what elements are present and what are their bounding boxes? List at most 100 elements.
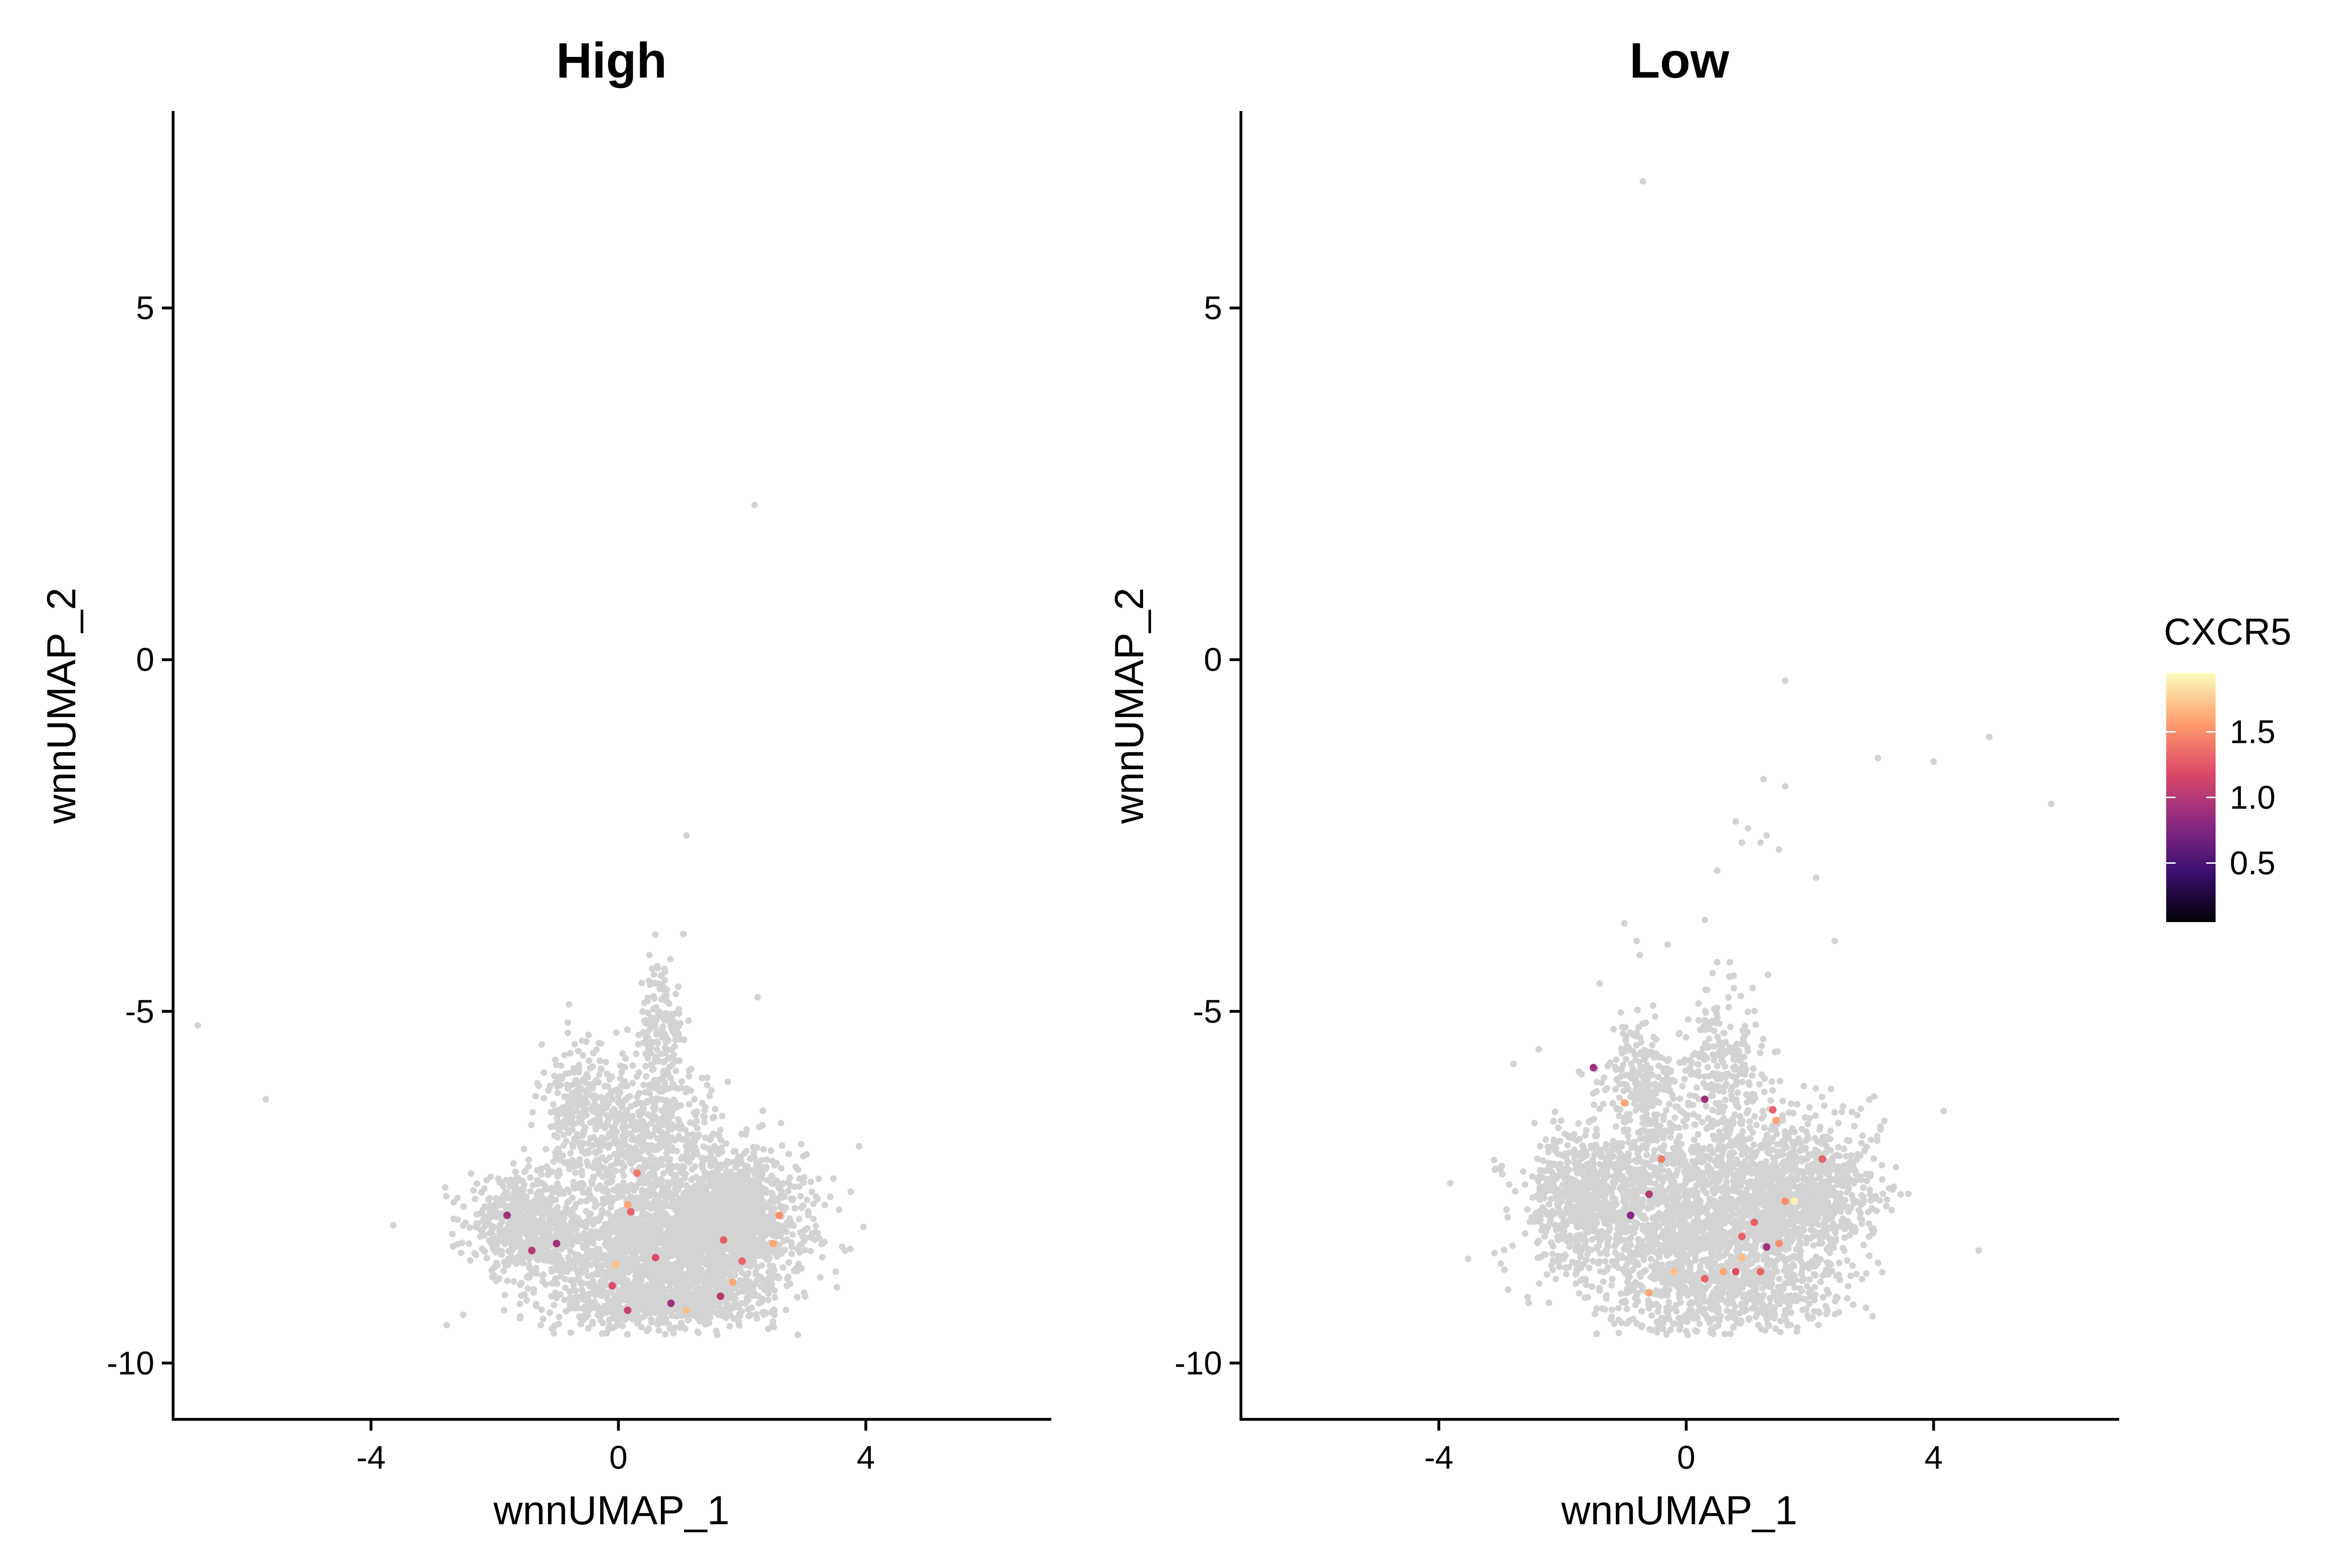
cell-point (771, 1162, 778, 1169)
y-tick-label: -10 (107, 1345, 154, 1381)
cell-point (700, 1176, 707, 1183)
cell-point (699, 1305, 707, 1312)
cell-point (754, 1264, 761, 1271)
cell-point (662, 1331, 669, 1337)
cell-point (648, 1316, 655, 1323)
cell-point (646, 1090, 653, 1097)
cell-point (699, 1157, 707, 1164)
cell-point (465, 1240, 472, 1247)
cell-point (676, 1290, 683, 1297)
cell-point (743, 1192, 750, 1199)
cell-point (552, 1289, 559, 1297)
cell-point (590, 1117, 597, 1124)
cell-point (564, 1226, 572, 1233)
cell-point (524, 1274, 531, 1281)
cell-point (659, 1214, 666, 1221)
cell-point (708, 1183, 715, 1189)
cell-point (579, 1180, 586, 1187)
cell-point (587, 1232, 594, 1239)
cell-point (516, 1300, 524, 1307)
expressing-cell-point (775, 1211, 783, 1219)
cell-point (546, 1309, 553, 1316)
cell-point (442, 1184, 449, 1191)
cell-point (656, 1232, 663, 1239)
cell-point (611, 1087, 618, 1094)
cell-point (691, 1235, 699, 1242)
cell-point (591, 1100, 598, 1107)
cell-point (589, 1321, 596, 1328)
cell-point (778, 1181, 785, 1188)
cell-point (575, 1215, 582, 1222)
expressing-cell-point (503, 1211, 511, 1219)
cell-point (835, 1206, 842, 1213)
cell-point (563, 1138, 570, 1145)
cell-point (722, 1174, 728, 1181)
cell-point (704, 1082, 711, 1089)
cell-point (626, 1297, 633, 1304)
cell-point (693, 1299, 700, 1306)
cell-point (791, 1205, 798, 1212)
cell-point (651, 1171, 658, 1178)
cell-point (704, 1074, 711, 1081)
cell-point (649, 1066, 656, 1073)
cell-point (594, 1302, 601, 1309)
cell-point (498, 1219, 505, 1226)
cell-point (601, 1275, 608, 1282)
cell-point (1589, 1283, 1596, 1290)
cell-point (640, 1250, 647, 1257)
cell-point (715, 1280, 723, 1287)
cell-point (821, 1202, 828, 1209)
cell-point (651, 1199, 658, 1206)
cell-point (794, 1267, 801, 1274)
cell-point (664, 1098, 671, 1105)
cell-point (649, 1305, 656, 1312)
cell-point (860, 1223, 867, 1230)
cell-point (511, 1218, 518, 1225)
expressing-cell-point (553, 1240, 561, 1248)
cell-point (641, 1236, 648, 1243)
expressing-cell-point (720, 1236, 728, 1244)
cell-point (696, 1318, 703, 1325)
cell-point (592, 1150, 599, 1156)
cell-point (771, 1266, 778, 1274)
cell-point (706, 1319, 713, 1326)
cell-point (546, 1211, 553, 1218)
cell-point (731, 1239, 738, 1246)
cell-point (614, 1226, 621, 1233)
cell-point (443, 1193, 450, 1200)
cell-point (732, 1295, 739, 1302)
cell-point (689, 1166, 696, 1173)
cell-point (713, 1167, 720, 1174)
cell-point (709, 1268, 716, 1275)
cell-point (671, 1019, 678, 1026)
cell-point (652, 980, 659, 987)
cell-point (529, 1109, 536, 1116)
cell-point (575, 1252, 582, 1258)
cell-point (729, 1173, 736, 1180)
cell-point (652, 1022, 659, 1029)
cell-point (620, 1082, 627, 1090)
cell-point (645, 1325, 652, 1332)
cell-point (607, 1131, 614, 1138)
cell-point (671, 1324, 678, 1331)
cell-point (686, 1101, 693, 1108)
cell-point (591, 1197, 598, 1204)
cell-point (517, 1292, 524, 1299)
cell-point (694, 1262, 701, 1269)
cell-point (623, 1123, 630, 1130)
cell-point (449, 1231, 456, 1238)
cell-point (459, 1239, 466, 1246)
cell-point (730, 1315, 737, 1322)
cell-point (642, 1304, 649, 1311)
cell-point (695, 1271, 702, 1278)
cell-point (654, 965, 661, 971)
cell-point (683, 1198, 690, 1205)
cell-point (599, 1137, 606, 1144)
cell-point (566, 1103, 573, 1110)
cell-point (745, 1246, 752, 1253)
cell-point (537, 1217, 544, 1224)
cell-point (571, 1041, 578, 1048)
cell-point (717, 1250, 724, 1257)
cell-point (599, 1154, 606, 1161)
cell-point (754, 1315, 760, 1322)
